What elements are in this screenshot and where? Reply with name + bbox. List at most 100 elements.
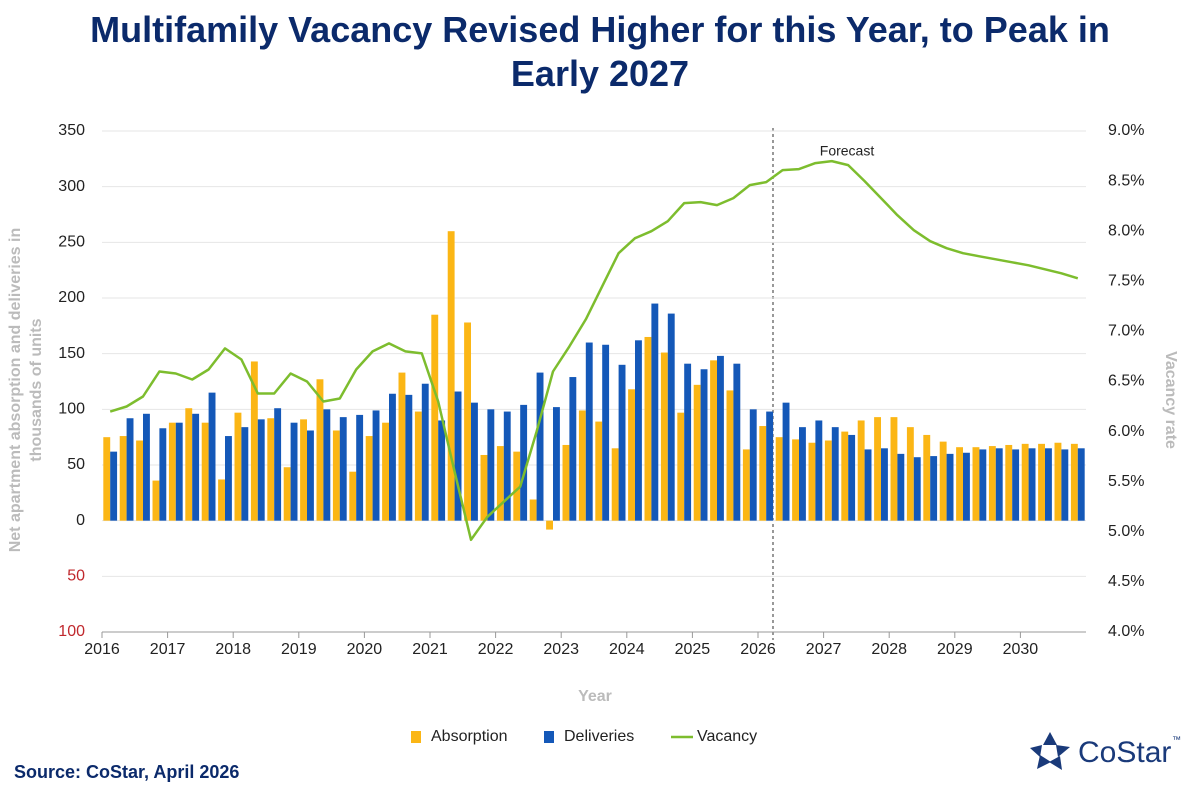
x-tick-label: 2026 [740,641,776,658]
bar [660,352,668,521]
bar [438,420,446,521]
legend-swatch [411,731,421,743]
bar [553,407,560,521]
x-tick-label: 2020 [347,641,383,658]
logo-text: CoStar [1078,736,1171,769]
bar [1021,443,1029,521]
bar [831,427,839,521]
bar [979,449,987,521]
bar [710,360,717,521]
bar [874,417,881,521]
y-tick-label: 50 [67,568,85,585]
y2-tick-label: 5.5% [1108,473,1144,490]
logo-mark: ™ [1172,734,1181,744]
bar [365,436,373,521]
bar [267,418,275,521]
bar [300,419,307,521]
bar [792,439,799,521]
x-tick-label: 2030 [1003,641,1039,658]
bar [192,413,200,521]
y2-tick-label: 5.0% [1108,523,1144,540]
bar [995,448,1003,521]
bar [119,436,127,521]
bar [208,392,216,521]
bar [339,417,347,521]
bar [389,393,396,521]
bar [890,417,898,521]
bar [513,451,521,521]
bar [316,379,324,521]
x-tick-label: 2021 [412,641,448,658]
bar [152,480,160,521]
y-tick-label: 50 [67,456,85,473]
legend-swatch [544,731,554,743]
bar [635,340,642,521]
y-tick-label: 250 [58,234,85,251]
bar [988,446,996,521]
bar [775,437,783,521]
x-tick-label: 2019 [281,641,317,658]
bar [503,411,511,521]
bar [382,422,389,521]
legend-label: Absorption [431,728,508,745]
x-tick-label: 2027 [806,641,842,658]
x-tick-label: 2025 [675,641,711,658]
bar [857,420,865,521]
bar [103,437,111,521]
bar [733,363,741,521]
bar [923,434,931,521]
bar [618,364,626,521]
y2-tick-label: 7.5% [1108,273,1144,290]
bar [684,363,692,521]
y2-tick-label: 4.5% [1108,573,1144,590]
bar [225,436,232,521]
y2-tick-label: 9.0% [1108,122,1144,139]
bar [126,418,134,521]
bar [529,499,537,521]
source: Source: CoStar, April 2026 [14,762,239,782]
bar [749,409,757,521]
y2-tick-label: 7.0% [1108,323,1144,340]
bar [414,411,422,521]
logo: CoStar ™ [1030,732,1181,770]
bar [667,313,675,521]
x-tick-label: 2024 [609,641,645,658]
bar [185,408,193,521]
bar [595,421,603,521]
bar [496,446,504,521]
bar [824,440,832,521]
bar [421,383,429,521]
bar [349,471,357,521]
legend-label: Deliveries [564,728,634,745]
bar [717,355,724,521]
legend-label: Vacancy [697,728,757,745]
line [109,159,1079,542]
bar [602,344,610,521]
bar [906,427,914,521]
bar [562,444,570,521]
x-tick-label: 2018 [215,641,251,658]
bar [405,394,413,521]
bar [578,410,586,521]
y-tick-label: 350 [58,122,85,139]
y-tick-label: 100 [58,623,85,640]
logo-icon [1030,732,1070,770]
bar [759,426,767,521]
bar [307,430,314,521]
bar [897,453,905,521]
bar [864,449,872,521]
y2-tick-label: 4.0% [1108,623,1144,640]
bar [356,414,364,521]
bar [487,409,495,521]
y2-tick-label: 6.5% [1108,373,1144,390]
y-tick-label: 150 [58,345,85,362]
x-tick-label: 2023 [543,641,579,658]
bar [257,419,265,521]
bar [628,389,635,521]
bar [241,427,249,521]
bar [700,369,708,521]
y2-axis-title: Vacancy rate [1162,351,1179,449]
y-tick-label: 100 [58,401,85,418]
bar [799,427,806,521]
